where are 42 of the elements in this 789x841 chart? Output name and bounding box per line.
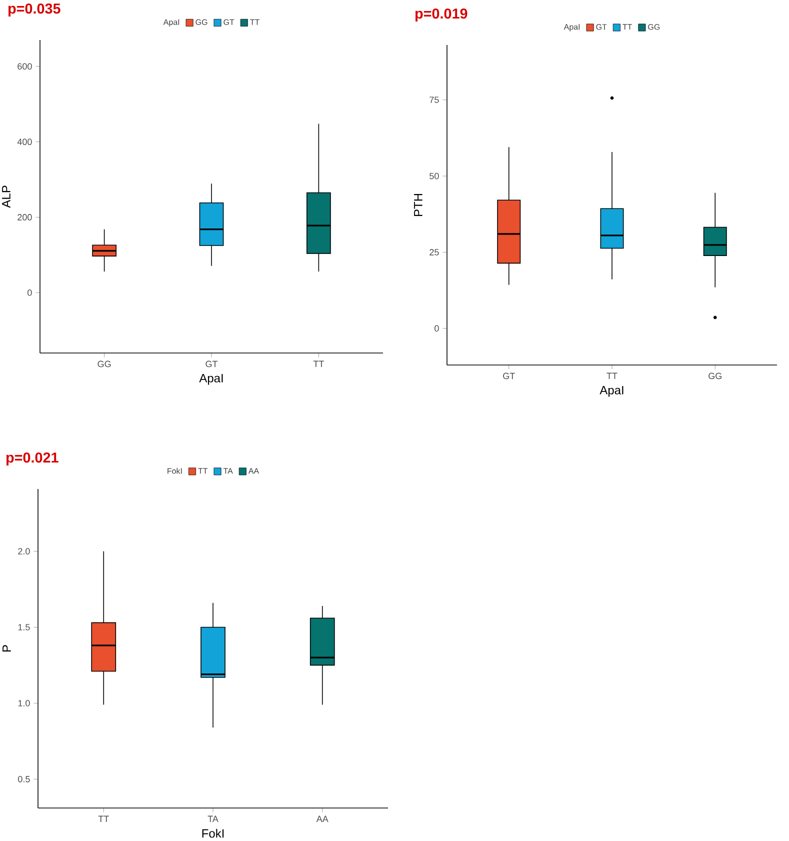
y-tick-label: 200 (18, 214, 32, 220)
chart-title: p=0.021 (6, 452, 58, 466)
chart-title: p=0.019 (415, 8, 468, 22)
y-tick-label: 600 (18, 63, 32, 70)
y-tick-label: 400 (17, 138, 32, 146)
x-axis-title: FokI (202, 828, 224, 838)
x-axis-title: ApaI (600, 386, 624, 397)
legend-label: GT (224, 19, 234, 25)
y-tick-label: 1.5 (18, 624, 30, 630)
legend-title: FokI (168, 468, 182, 474)
x-tick-label: TA (208, 816, 218, 822)
y-tick-label: 75 (430, 96, 439, 103)
legend-label: AA (248, 468, 260, 474)
legend-label: GT (596, 24, 607, 30)
y-tick-label: 25 (430, 249, 439, 256)
y-tick-label: 0 (28, 289, 32, 296)
y-tick-label: 0 (434, 325, 439, 332)
x-tick-label: GT (503, 372, 515, 380)
legend-label: GG (648, 24, 660, 30)
y-tick-label: 50 (430, 172, 439, 180)
x-tick-label: TT (606, 372, 618, 379)
x-axis-title: ApaI (199, 374, 223, 385)
x-tick-label: GG (708, 372, 722, 380)
legend-title: ApaI (163, 19, 180, 27)
legend-title: ApaI (564, 24, 580, 32)
legend-label: TA (223, 468, 233, 474)
chart-title: p=0.035 (8, 3, 60, 17)
legend-label: TT (250, 19, 260, 25)
y-tick-label: 0.5 (18, 776, 30, 782)
legend-label: GG (196, 19, 208, 25)
y-tick-label: 1.0 (18, 700, 30, 706)
x-tick-label: GT (206, 360, 218, 368)
y-axis-title: ALP (2, 186, 10, 208)
legend-label: TT (198, 468, 208, 474)
x-tick-label: GG (98, 360, 111, 368)
y-tick-label: 2.0 (18, 548, 30, 554)
legend-label: TT (622, 24, 632, 30)
y-axis-title: PTH (414, 194, 422, 216)
x-tick-label: AA (316, 816, 328, 822)
x-tick-label: TT (98, 816, 109, 822)
y-axis-title: P (2, 645, 11, 652)
x-tick-label: TT (313, 360, 324, 367)
